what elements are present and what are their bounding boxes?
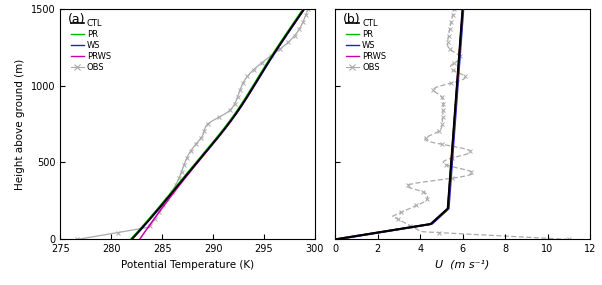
Text: (b): (b) (343, 13, 361, 26)
Y-axis label: Height above ground (m): Height above ground (m) (15, 58, 25, 190)
X-axis label: U  (m s⁻¹): U (m s⁻¹) (435, 260, 490, 270)
Text: (a): (a) (68, 13, 85, 26)
Legend: CTL, PR, WS, PRWS, OBS: CTL, PR, WS, PRWS, OBS (69, 17, 113, 74)
Legend: CTL, PR, WS, PRWS, OBS: CTL, PR, WS, PRWS, OBS (344, 17, 388, 74)
X-axis label: Potential Temperature (K): Potential Temperature (K) (121, 260, 254, 270)
